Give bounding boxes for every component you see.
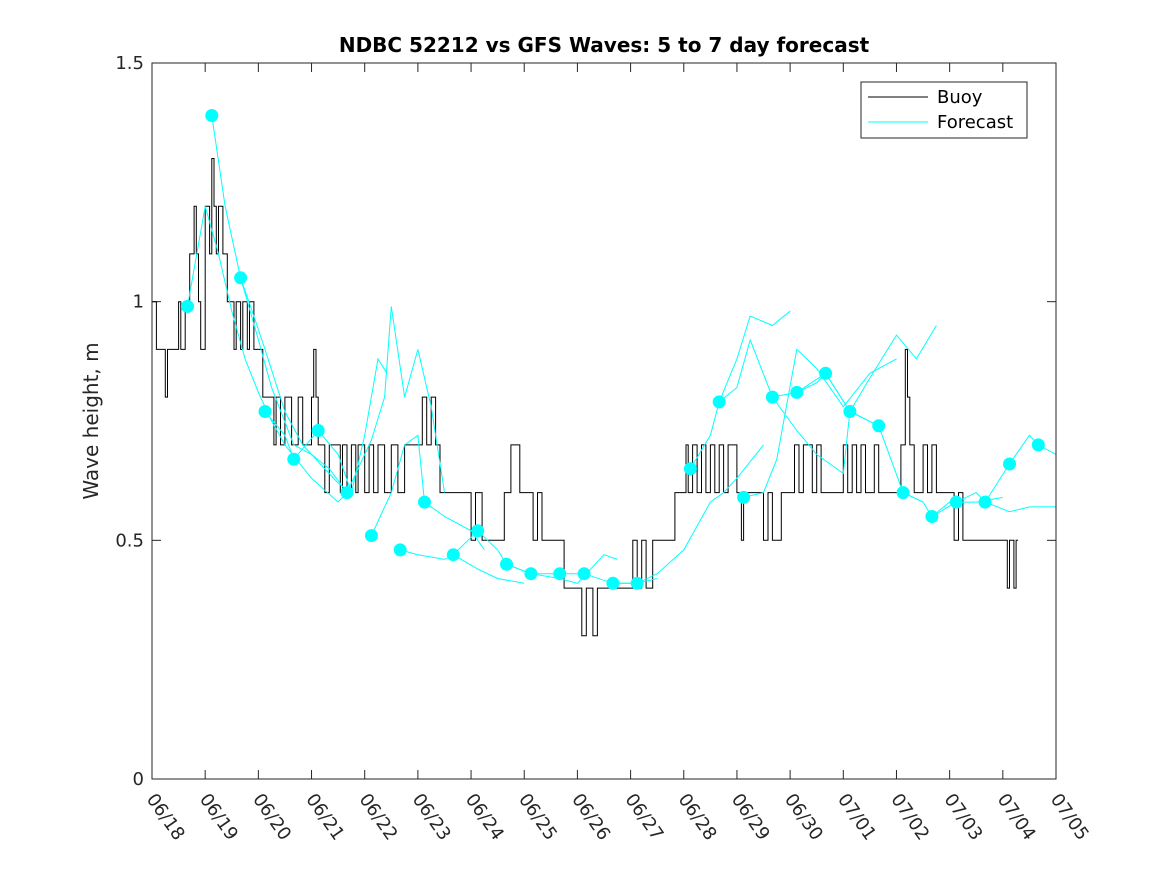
y-tick-label: 0	[133, 769, 144, 790]
forecast-marker	[765, 390, 779, 404]
legend-box	[860, 81, 1028, 139]
x-tick-label: 07/01	[833, 790, 880, 845]
forecast-marker	[737, 490, 751, 504]
forecast-marker	[181, 299, 194, 313]
forecast-marker	[577, 567, 591, 581]
forecast-marker	[1031, 438, 1045, 452]
forecast-marker	[712, 395, 726, 409]
series-forecast-line-16	[902, 492, 1003, 518]
forecast-marker	[819, 366, 833, 380]
forecast-marker	[258, 405, 272, 418]
x-tick-label: 06/26	[567, 790, 614, 845]
forecast-marker	[978, 495, 992, 509]
x-tick-label: 06/19	[195, 790, 242, 845]
x-tick-label: 06/25	[514, 790, 561, 845]
forecast-marker	[340, 486, 354, 500]
forecast-marker	[500, 557, 513, 571]
series-forecast-line-6	[370, 434, 485, 551]
x-tick-label: 07/04	[993, 790, 1040, 845]
x-tick-label: 06/20	[248, 790, 295, 845]
forecast-marker	[524, 567, 538, 581]
x-tick-label: 07/05	[1046, 790, 1093, 845]
forecast-marker	[1003, 457, 1016, 471]
series-forecast-line-2	[211, 115, 348, 493]
y-tick-label: 0.5	[115, 530, 144, 551]
forecast-marker	[287, 452, 301, 466]
forecast-marker	[234, 271, 248, 285]
x-tick-label: 06/23	[408, 790, 455, 845]
forecast-marker	[630, 576, 644, 590]
series-forecast-line-11	[689, 310, 791, 469]
forecast-marker	[843, 405, 857, 418]
series-forecast-line-3	[240, 277, 352, 494]
forecast-marker	[925, 510, 939, 523]
forecast-marker	[311, 424, 325, 437]
series-forecast-line-4	[264, 357, 388, 495]
y-axis-label: Wave height, m	[79, 342, 103, 499]
x-tick-label: 06/28	[674, 790, 721, 845]
forecast-marker	[205, 109, 219, 122]
plot-background	[152, 63, 1056, 779]
forecast-marker	[393, 543, 407, 557]
x-tick-label: 07/03	[940, 790, 987, 845]
forecast-marker	[949, 495, 963, 509]
x-tick-label: 06/29	[727, 790, 774, 845]
forecast-marker	[683, 462, 697, 476]
legend-label-forecast: Forecast	[937, 112, 1013, 133]
x-tick-label: 06/30	[780, 790, 827, 845]
plot-frame	[151, 62, 1057, 780]
forecast-marker	[471, 524, 485, 538]
y-tick-label: 1	[133, 292, 144, 313]
plot-area	[152, 109, 1057, 637]
forecast-marker	[418, 495, 431, 509]
series-forecast-line-14	[771, 396, 924, 503]
series-forecast-line-13	[743, 348, 897, 498]
x-tick-label: 07/02	[886, 790, 933, 845]
x-tick-label: 06/22	[355, 790, 402, 845]
x-tick-label: 06/24	[461, 790, 508, 845]
y-tick-label: 1.5	[115, 53, 144, 74]
forecast-marker	[872, 419, 886, 433]
forecast-marker	[553, 567, 567, 581]
forecast-marker	[606, 576, 620, 590]
forecast-marker	[364, 529, 378, 543]
legend-label-buoy: Buoy	[937, 87, 983, 108]
series-forecast-line-1	[187, 206, 348, 503]
legend: Buoy Forecast	[860, 81, 1028, 139]
x-tick-label: 06/21	[301, 790, 348, 845]
forecast-marker	[446, 548, 460, 562]
forecast-marker	[790, 385, 804, 399]
series-forecast-line-18	[984, 434, 1057, 503]
forecast-marker	[896, 486, 910, 500]
x-tick-label: 06/27	[620, 790, 667, 845]
chart-title: NDBC 52212 vs GFS Waves: 5 to 7 day fore…	[339, 33, 870, 57]
series-forecast-line-5	[346, 306, 445, 493]
x-tick-label: 06/18	[142, 790, 189, 845]
